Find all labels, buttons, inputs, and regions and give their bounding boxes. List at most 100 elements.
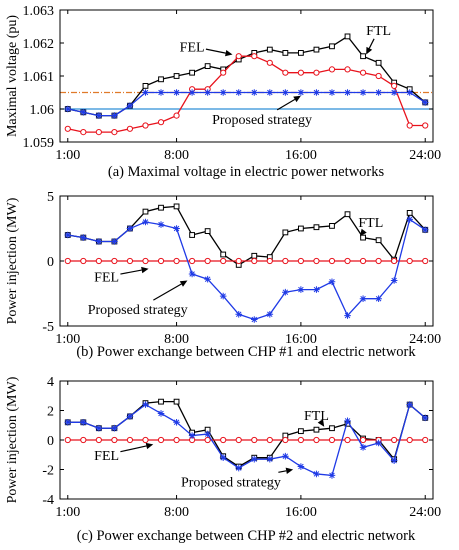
data-point — [328, 472, 336, 479]
data-point — [250, 455, 258, 463]
y-tick-label: 1.059 — [23, 136, 55, 151]
data-point — [157, 410, 165, 417]
data-point — [95, 238, 103, 245]
annotation-label: Proposed strategy — [181, 475, 281, 490]
data-point — [421, 99, 429, 106]
data-point — [142, 83, 149, 89]
data-point — [235, 464, 243, 472]
data-point — [328, 278, 336, 286]
data-point — [142, 257, 149, 265]
annotation-arrowhead — [366, 46, 373, 55]
data-point — [64, 257, 71, 265]
data-point — [80, 436, 87, 444]
data-point — [157, 221, 165, 228]
data-point — [313, 46, 320, 53]
data-point — [173, 203, 180, 210]
y-tick-label: -4 — [42, 493, 54, 508]
y-tick-label: 4 — [47, 375, 54, 390]
data-point — [95, 129, 102, 136]
y-tick-label: 0 — [47, 434, 54, 449]
data-point — [297, 286, 305, 293]
data-point — [313, 224, 320, 231]
data-point — [80, 234, 87, 241]
data-point — [95, 424, 103, 432]
data-point — [359, 295, 367, 302]
annotation-label: Proposed strategy — [88, 303, 188, 318]
data-point — [375, 257, 382, 265]
data-point — [328, 89, 336, 96]
data-point — [126, 257, 134, 265]
data-point — [219, 454, 227, 461]
data-point — [157, 89, 165, 96]
data-point — [188, 432, 196, 439]
data-point — [344, 436, 351, 444]
data-point — [219, 89, 227, 96]
data-point — [406, 122, 413, 129]
annotation-label: FEL — [180, 40, 205, 55]
data-point — [266, 89, 274, 96]
data-point — [188, 89, 196, 96]
data-point — [173, 112, 180, 119]
data-point — [422, 122, 429, 129]
annotation-label: FTL — [366, 24, 391, 39]
data-point — [359, 444, 367, 451]
data-point — [406, 436, 413, 444]
data-point — [235, 53, 242, 60]
data-point — [344, 33, 351, 40]
data-point — [80, 129, 87, 136]
annotation-label: FTL — [304, 409, 329, 424]
y-tick-label: 1.063 — [23, 4, 55, 19]
data-point — [344, 312, 351, 319]
y-tick-label: 1.062 — [23, 37, 55, 52]
data-point — [189, 69, 196, 76]
data-point — [189, 232, 196, 238]
x-tick-label: 1:00 — [55, 332, 80, 347]
data-point — [142, 208, 149, 215]
data-point — [282, 452, 289, 460]
annotation-arrow — [276, 98, 296, 111]
series-line — [67, 400, 426, 468]
y-axis-label: Power injection (MW) — [5, 376, 20, 503]
data-point — [391, 82, 398, 90]
data-point — [235, 257, 242, 265]
annotation-arrow — [278, 470, 287, 473]
annotation-arrow — [205, 48, 226, 54]
series-ftl — [64, 398, 429, 470]
data-point — [64, 436, 71, 444]
data-point — [344, 89, 351, 96]
data-point — [251, 436, 258, 444]
data-point — [266, 311, 274, 318]
x-tick-label: 8:00 — [164, 332, 189, 347]
data-point — [297, 69, 304, 76]
data-point — [328, 436, 336, 444]
data-point — [329, 425, 335, 432]
data-point — [204, 257, 211, 265]
chart-caption: (a) Maximal voltage in electric power ne… — [108, 164, 385, 180]
data-point — [64, 125, 71, 132]
data-point — [406, 401, 413, 408]
data-point — [220, 69, 227, 76]
data-point — [250, 89, 258, 96]
data-point — [250, 316, 258, 323]
data-point — [173, 225, 180, 232]
data-point — [375, 237, 382, 244]
x-tick-label: 16:00 — [285, 332, 317, 347]
data-point — [282, 229, 289, 236]
data-point — [142, 89, 149, 96]
data-point — [360, 234, 366, 241]
data-point — [158, 76, 164, 83]
data-point — [158, 398, 164, 405]
data-point — [391, 436, 398, 444]
y-tick-label: 2 — [47, 405, 54, 420]
data-point — [204, 430, 211, 438]
data-point — [359, 436, 367, 444]
annotation-arrowhead — [225, 50, 233, 57]
annotation-arrowhead — [359, 228, 367, 237]
data-point — [422, 436, 429, 444]
series-fel — [64, 53, 429, 136]
data-point — [220, 257, 227, 265]
data-point — [111, 436, 118, 444]
annotation-label: FEL — [94, 271, 119, 286]
data-point — [111, 112, 118, 119]
